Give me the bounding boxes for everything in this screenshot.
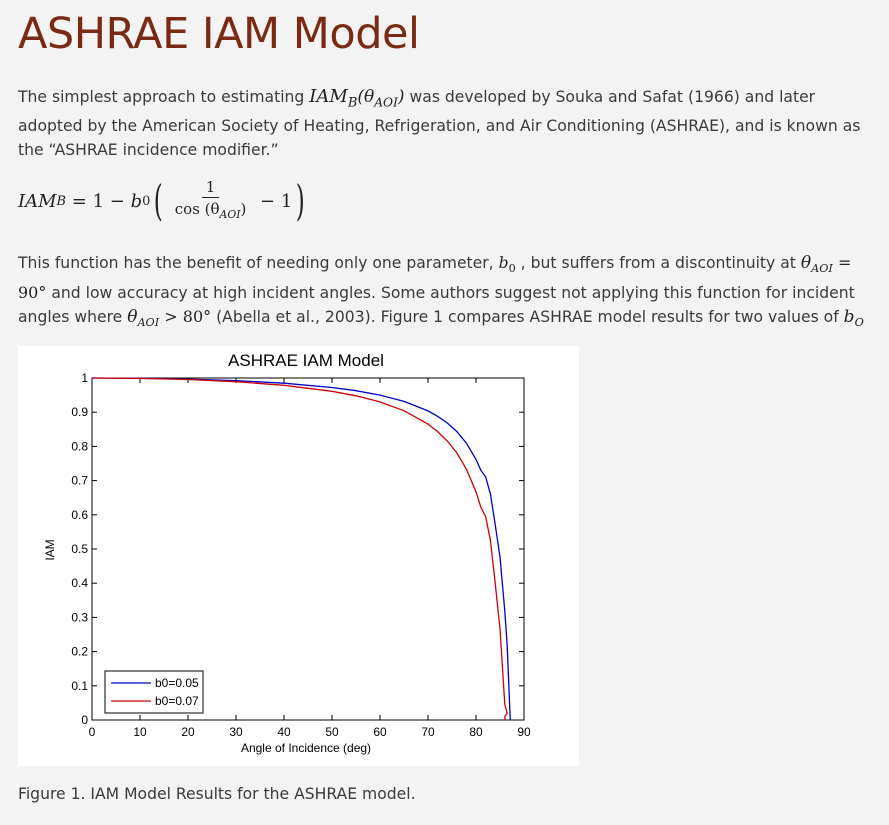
desc-theta2-sub: AOI (137, 316, 160, 330)
series-line-b0=0.05 (91, 377, 511, 721)
y-tick-label: 0.2 (71, 645, 88, 659)
eq-den-close: ) (240, 199, 247, 218)
eq-denominator: cos (θAOI) (171, 198, 251, 226)
legend: b0=0.05 b0=0.07 (104, 670, 204, 714)
desc-eq90: = 90° (18, 253, 852, 302)
desc-t4: (Abella et al., 2003). Figure 1 compares… (211, 308, 844, 327)
desc-t3: and low accuracy at high incident angles… (18, 283, 855, 327)
series-line-b0=0.07 (91, 377, 508, 721)
desc-theta: θ (800, 253, 812, 273)
desc-gt80: > 80° (159, 307, 212, 327)
iam-chart: ASHRAE IAM Model Angle of Incidence (deg… (43, 351, 531, 755)
intro-text-after: was developed by Souka and Safat (1966) … (18, 88, 861, 159)
x-tick-label: 70 (421, 725, 435, 739)
desc-b-sub: 0 (508, 262, 516, 276)
y-tick-label: 1 (81, 371, 88, 385)
desc-theta-sub: AOI (811, 262, 833, 276)
x-tick-label: 60 (373, 725, 387, 739)
eq-left-paren: ( (154, 176, 164, 225)
eq-fraction: 1 cos (θAOI) (171, 177, 251, 226)
eq-equals: = 1 − (66, 190, 131, 212)
x-tick-label: 20 (181, 725, 195, 739)
math-iam-sub: B (347, 95, 358, 111)
desc-bo: b (843, 307, 855, 328)
y-axis-label: IAM (43, 539, 57, 560)
y-tick-label: 0 (81, 713, 88, 727)
math-arg-open: (θ (357, 87, 375, 107)
math-arg-close: ) (397, 87, 405, 107)
legend-box (104, 670, 204, 714)
x-tick-label: 10 (133, 725, 147, 739)
eq-den-text: cos (θ (174, 199, 220, 218)
y-tick-label: 0.4 (71, 576, 88, 590)
intro-paragraph: The simplest approach to estimating IAMB… (18, 85, 868, 162)
series-layer (91, 377, 511, 721)
figure-1: ASHRAE IAM Model Angle of Incidence (deg… (18, 346, 579, 766)
chart-title: ASHRAE IAM Model (228, 351, 384, 370)
y-tick-label: 0.9 (71, 405, 88, 419)
x-tick-label: 30 (229, 725, 243, 739)
y-tick-label: 0.1 (71, 679, 88, 693)
math-iam: IAM (309, 86, 348, 107)
desc-b: b (498, 254, 509, 272)
eq-lhs-sub: B (56, 193, 67, 209)
x-axis-label: Angle of Incidence (deg) (241, 741, 371, 755)
math-arg-sub: AOI (374, 95, 398, 110)
y-tick-label: 0.6 (71, 508, 88, 522)
plot-frame (91, 377, 525, 721)
x-tick-label: 90 (517, 725, 531, 739)
x-tick-label: 50 (325, 725, 339, 739)
intro-text-before: The simplest approach to estimating (18, 88, 310, 106)
desc-theta2: θ (127, 307, 138, 328)
desc-t5: . (18, 337, 23, 355)
eq-den-sub: AOI (219, 207, 241, 221)
page-title: ASHRAE IAM Model (18, 9, 420, 59)
x-tick-label: 0 (89, 725, 96, 739)
desc-bo-sub: O (854, 316, 864, 330)
x-tick-label: 40 (277, 725, 291, 739)
eq-numerator: 1 (201, 177, 220, 198)
legend-label: b0=0.05 (155, 676, 199, 690)
desc-t1: This function has the benefit of needing… (18, 254, 499, 272)
legend-label: b0=0.07 (155, 694, 199, 708)
y-tick-label: 0.5 (71, 542, 88, 556)
y-tick-label: 0.7 (71, 474, 88, 488)
eq-minus-one: − 1 (254, 190, 293, 212)
eq-lhs: IAM (18, 190, 57, 212)
y-tick-label: 0.3 (71, 610, 88, 624)
eq-b: b (130, 190, 143, 212)
desc-t2: , but suffers from a discontinuity at (515, 254, 801, 272)
y-tick-label: 0.8 (71, 439, 88, 453)
eq-b-sub: 0 (142, 193, 151, 209)
axes-layer: 0 10 20 30 40 50 60 70 80 90 0 0.1 0.2 0.3 0.4 0.5 0.6 0.… (71, 371, 531, 739)
x-tick-label: 80 (469, 725, 483, 739)
figure-caption: Figure 1. IAM Model Results for the ASHR… (18, 785, 416, 803)
description-paragraph: This function has the benefit of needing… (18, 251, 868, 358)
eq-right-paren: ) (296, 176, 306, 225)
